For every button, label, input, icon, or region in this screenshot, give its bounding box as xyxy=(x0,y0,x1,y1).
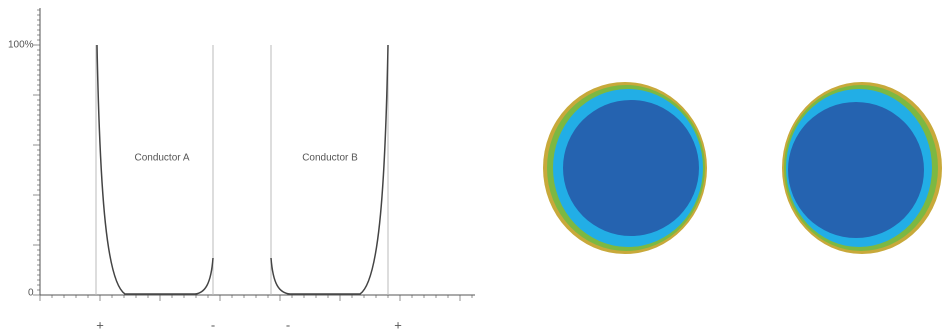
polarity-sign: - xyxy=(211,317,215,332)
density-curve-a xyxy=(96,44,214,295)
axis-ticks xyxy=(33,9,473,301)
conductor-b-cross-section xyxy=(782,82,942,254)
polarity-sign: - xyxy=(286,317,290,332)
conductor-b-label: Conductor B xyxy=(302,153,358,164)
polarity-sign: + xyxy=(96,317,104,332)
y-top-label: 100% xyxy=(8,40,34,51)
conductor-a-label: Conductor A xyxy=(134,153,189,164)
density-curve-b xyxy=(270,44,389,295)
conductor-edges xyxy=(95,45,389,295)
conductor-a-cross-section xyxy=(543,82,707,254)
y-bottom-label: 0 xyxy=(28,288,34,299)
polarity-sign: + xyxy=(394,317,402,332)
